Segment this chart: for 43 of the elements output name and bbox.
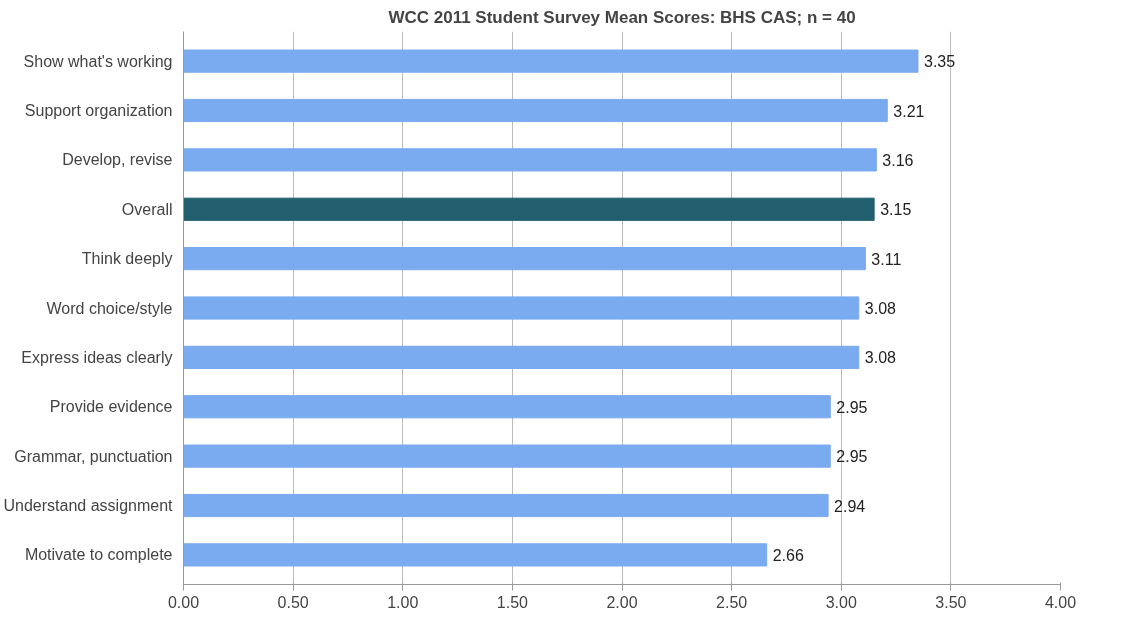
data-label: 2.95	[836, 448, 868, 466]
bar	[183, 345, 860, 369]
x-tick-label: 1.50	[496, 593, 529, 611]
data-label: 3.11	[871, 250, 902, 268]
y-tick-label: Show what's working	[23, 52, 173, 70]
x-tick-label: 3.50	[935, 593, 967, 611]
data-label: 3.15	[880, 201, 912, 219]
data-label: 3.08	[864, 349, 897, 367]
x-tick-label: 3.00	[825, 593, 857, 611]
bar	[183, 148, 877, 172]
y-tick-label: Provide evidence	[49, 398, 173, 416]
y-tick-label: Grammar, punctuation	[14, 447, 173, 465]
y-tick-label: Support organization	[24, 102, 173, 119]
x-tick-label: 0.50	[277, 593, 309, 611]
y-tick-label: Overall	[121, 200, 173, 218]
x-tick-label: 4.00	[1044, 593, 1077, 611]
data-label: 2.95	[836, 398, 868, 416]
bar	[183, 197, 875, 221]
x-tick-label: 2.50	[716, 593, 748, 611]
bar	[183, 49, 919, 73]
y-tick-label: Think deeply	[81, 250, 173, 268]
x-tick-label: 1.00	[387, 593, 419, 611]
bar	[183, 444, 831, 468]
y-tick-label: Understand assignment	[3, 497, 174, 514]
y-tick-label: Motivate to complete	[24, 546, 173, 564]
bar	[183, 493, 829, 518]
chart-title: WCC 2011 Student Survey Mean Scores: BHS CAS; n = 40	[388, 7, 856, 27]
y-tick-label: Word choice/style	[46, 299, 173, 317]
data-label: 3.21	[893, 102, 925, 120]
bar	[183, 543, 768, 567]
data-label: 2.94	[834, 497, 866, 515]
data-label: 2.66	[772, 546, 804, 564]
y-tick-label: Express ideas clearly	[21, 348, 173, 366]
bar	[183, 296, 860, 320]
bar	[183, 395, 831, 419]
bar	[183, 247, 866, 271]
bar	[183, 98, 888, 123]
data-label: 3.35	[923, 53, 956, 71]
data-label: 3.08	[864, 300, 897, 317]
data-label: 3.16	[882, 151, 914, 169]
x-tick-label: 2.00	[606, 593, 638, 611]
x-tick-label: 0.00	[167, 593, 200, 611]
y-tick-label: Develop, revise	[62, 151, 173, 169]
